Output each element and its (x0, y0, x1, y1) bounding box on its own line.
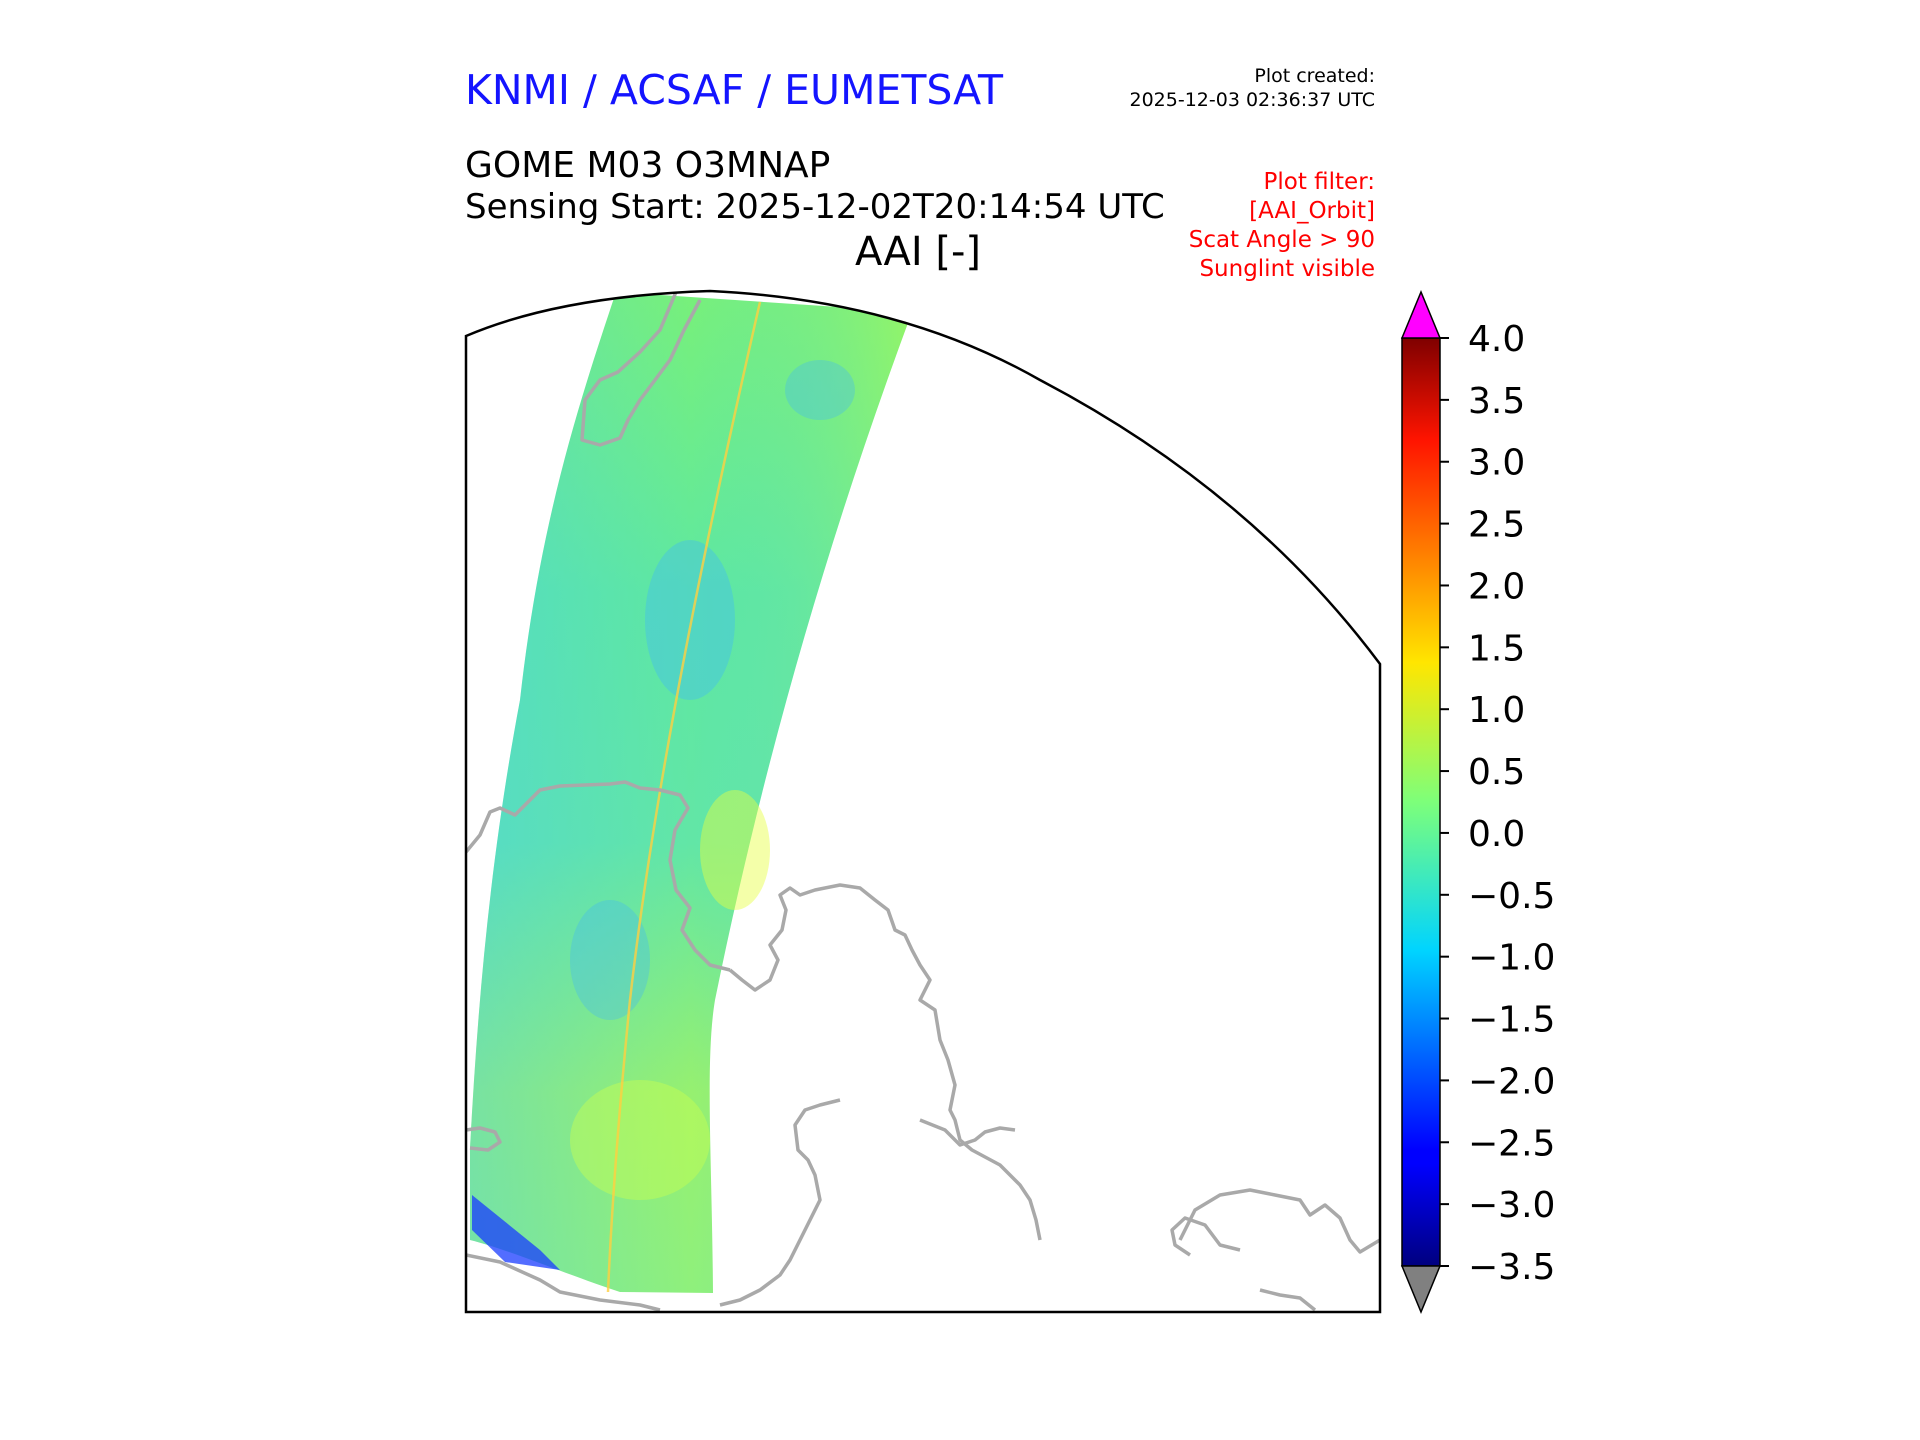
coastline-asia-north (466, 780, 731, 972)
coastline-alaska (728, 883, 1042, 1241)
coastline-western-north-america (466, 1253, 661, 1312)
low-aai-patch (645, 540, 735, 700)
map-frame (464, 289, 1382, 1314)
colorbar-over-triangle (1400, 290, 1442, 339)
nadir-line (606, 301, 762, 1293)
colorbar: 4.0 3.5 3.0 2.5 2.0 1.5 1.0 0.5 0.0 −0.5 −1.0 −1.5 −… (1400, 290, 1555, 1314)
plot-created-info: Plot created: 2025-12-03 02:36:37 UTC (1130, 64, 1376, 112)
coastlines (466, 291, 1380, 1312)
coastline-baffin (1170, 1216, 1241, 1257)
plot-created-value: 2025-12-03 02:36:37 UTC (1129, 89, 1376, 111)
filter-line: [AAI_Orbit] (1249, 198, 1375, 224)
colorbar-tick-label: −2.5 (1468, 1123, 1555, 1164)
high-aai-patch (570, 1080, 710, 1200)
colorbar-tick-label: 1.5 (1468, 628, 1525, 669)
plot-filter: Plot filter: [AAI_Orbit] Scat Angle > 90… (1189, 168, 1375, 284)
colorbar-tick-label: −0.5 (1468, 876, 1555, 917)
product-title: GOME M03 O3MNAP (465, 145, 831, 186)
coastline-south-edge (1259, 1288, 1317, 1312)
colorbar-tick-label: −2.0 (1468, 1061, 1555, 1102)
colorbar-body (1401, 337, 1441, 1267)
data-layer (470, 292, 912, 1293)
sensing-start: Sensing Start: 2025-12-02T20:14:54 UTC (465, 187, 1165, 227)
colorbar-tick-label: 0.5 (1468, 752, 1525, 793)
coastline-arctic-islands (919, 1118, 1016, 1147)
colorbar-tick-label: 3.5 (1468, 381, 1525, 422)
colorbar-tick-label: 0.0 (1468, 814, 1525, 855)
coastline-hudson (1178, 1188, 1380, 1254)
colorbar-tick-label: −1.0 (1468, 938, 1555, 979)
data-swath-shading (470, 292, 912, 1293)
colorbar-under-triangle (1400, 1265, 1442, 1314)
coastline-alaska-south (719, 1098, 841, 1307)
colorbar-tick-label: 2.5 (1468, 505, 1525, 546)
colorbar-tick-label: 3.0 (1468, 443, 1525, 484)
low-aai-patch (570, 900, 650, 1020)
low-aai-patch (785, 360, 855, 420)
filter-line: Sunglint visible (1199, 256, 1375, 282)
colorbar-tick-label: −3.5 (1468, 1247, 1555, 1288)
colorbar-tick-label: 2.0 (1468, 566, 1525, 607)
colorbar-tick-label: 1.0 (1468, 690, 1525, 731)
very-low-aai-edge (472, 1195, 560, 1270)
organization-title: KNMI / ACSAF / EUMETSAT (465, 66, 1004, 114)
filter-line: Scat Angle > 90 (1188, 227, 1375, 253)
colorbar-ticks: 4.0 3.5 3.0 2.5 2.0 1.5 1.0 0.5 0.0 −0.5 −1.0 −1.5 −… (1440, 319, 1555, 1288)
colorbar-tick-label: −3.0 (1468, 1185, 1555, 1226)
coastline-west-edge (466, 1126, 502, 1152)
variable-label: AAI [-] (855, 229, 981, 275)
plot-created-label: Plot created: (1254, 65, 1375, 87)
coastline-greenland (580, 291, 702, 447)
filter-line: Plot filter: (1263, 169, 1375, 195)
colorbar-tick-label: 4.0 (1468, 319, 1525, 360)
high-aai-patch (700, 790, 770, 910)
colorbar-tick-label: −1.5 (1468, 1000, 1555, 1041)
